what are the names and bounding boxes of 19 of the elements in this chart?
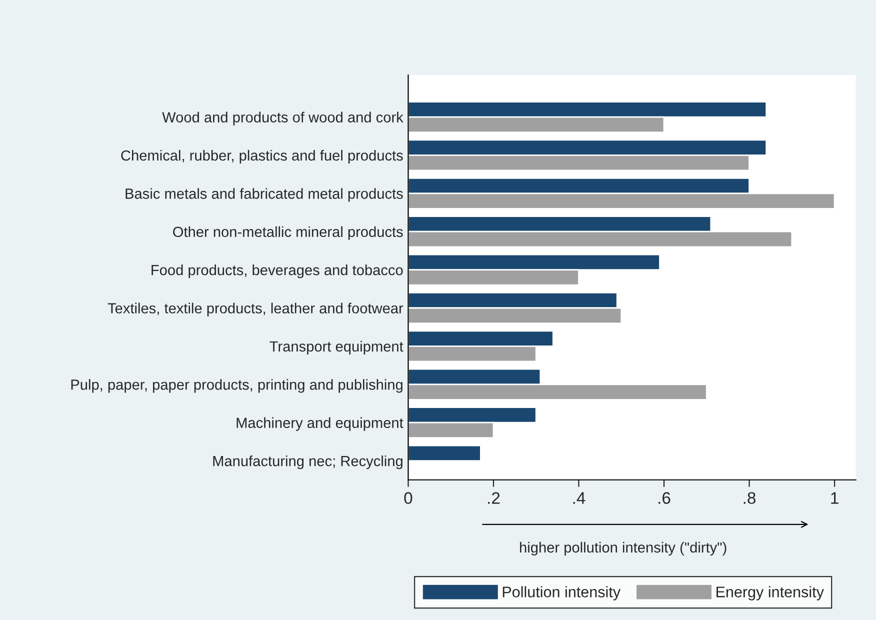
y-tick-label: Manufacturing nec; Recycling — [213, 456, 402, 470]
y-tick-label: Other non-metallic mineral products — [173, 226, 403, 240]
y-tick-label: Basic metals and fabricated metal products — [126, 188, 403, 202]
x-tick-label: .8 — [744, 492, 756, 504]
y-tick-label: Machinery and equipment — [236, 417, 404, 431]
y-tick-label: Pulp, paper, paper products, printing and publishing — [71, 379, 402, 393]
y-tick-label: Transport equipment — [270, 340, 404, 355]
y-tick-label: Food products, beverages and tobacco — [152, 264, 403, 278]
text: higher pollution intensity ("dirty") — [520, 542, 726, 556]
x-tick-label: 1 — [831, 492, 838, 504]
x-tick-label: 0 — [404, 492, 412, 504]
x-tick-label: .6 — [658, 492, 670, 504]
x-tick-label: .4 — [573, 492, 586, 504]
y-tick-label: Chemical, rubber, plastics and fuel products — [121, 150, 403, 164]
legend-label: Energy intensity — [716, 586, 824, 600]
y-tick-label: Wood and products of wood and cork — [162, 112, 404, 126]
y-tick-label: Textiles, textile products, leather and footwear — [108, 302, 404, 316]
legend-label: Pollution intensity — [502, 586, 621, 600]
x-tick-label: .2 — [488, 492, 500, 504]
